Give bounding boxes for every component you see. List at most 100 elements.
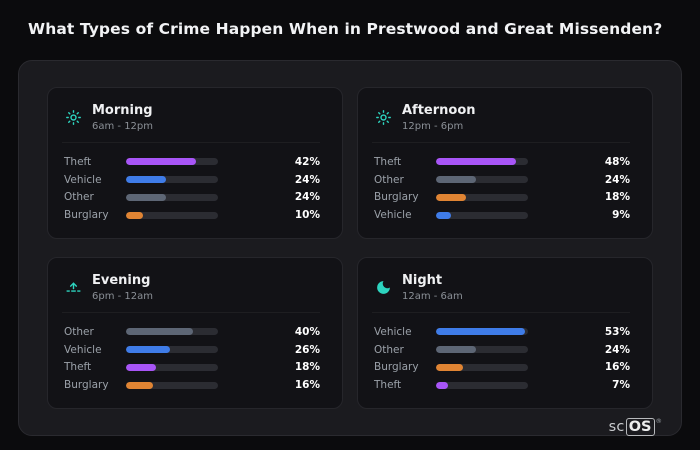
bar-fill [126, 363, 157, 371]
crime-stat-row: Theft 42% [64, 156, 320, 168]
crime-stat-row: Burglary 10% [64, 209, 320, 221]
crime-label: Other [64, 191, 94, 204]
bar-rows: Vehicle 53% Other 24% Burglary 16% Theft 7% [372, 321, 630, 396]
card-subtitle: 12pm - 6pm [402, 120, 464, 132]
bar-track [126, 381, 218, 389]
bar-track [436, 346, 528, 354]
crime-label: Theft [374, 155, 402, 168]
crime-label: Vehicle [374, 325, 412, 338]
sun-icon [64, 109, 82, 127]
crime-percent: 24% [604, 343, 630, 356]
crime-stat-row: Other 40% [64, 326, 320, 338]
crime-stat-row: Other 24% [374, 344, 630, 356]
card-morning: Morning 6am - 12pm Theft 42% Vehicle 24% Oth… [47, 87, 343, 239]
bar-track [436, 328, 528, 336]
bar-fill [126, 211, 143, 219]
sunset-icon [64, 279, 82, 297]
crime-percent: 18% [604, 191, 630, 204]
bar-track [436, 363, 528, 371]
crime-stat-row: Burglary 16% [64, 379, 320, 391]
crime-percent: 24% [604, 173, 630, 186]
card-evening: Evening 6pm - 12am Other 40% Vehicle 26% The… [47, 257, 343, 409]
crime-stat-row: Theft 7% [374, 379, 630, 391]
crime-percent: 16% [294, 379, 320, 392]
logo-boxed-text: OS [625, 417, 655, 436]
card-afternoon: Afternoon 12pm - 6pm Theft 48% Other 24% Bur… [357, 87, 653, 239]
bar-track [126, 211, 218, 219]
card-title: Night [402, 273, 443, 288]
bar-rows: Theft 48% Other 24% Burglary 18% Vehicle 9% [372, 151, 630, 226]
bar-rows: Other 40% Vehicle 26% Theft 18% Burglary 16% [62, 321, 320, 396]
crime-percent: 40% [294, 325, 320, 338]
crime-stat-row: Vehicle 24% [64, 174, 320, 186]
logo-prefix: sc [608, 418, 625, 435]
moon-icon [374, 279, 392, 297]
crime-percent: 18% [294, 361, 320, 374]
bar-track [436, 193, 528, 201]
crime-percent: 48% [604, 155, 630, 168]
bar-fill [126, 381, 153, 389]
bar-fill [126, 176, 167, 184]
bar-track [436, 158, 528, 166]
crime-stat-row: Other 24% [64, 191, 320, 203]
crime-label: Burglary [64, 379, 109, 392]
bar-track [126, 346, 218, 354]
bar-fill [436, 176, 477, 184]
bar-track [436, 381, 528, 389]
card-titles: Morning 6am - 12pm [92, 103, 154, 132]
bar-track [126, 158, 218, 166]
card-titles: Evening 6pm - 12am [92, 273, 154, 302]
bar-track [126, 176, 218, 184]
bar-fill [436, 158, 517, 166]
card-subtitle: 6pm - 12am [92, 290, 154, 302]
crime-percent: 53% [604, 325, 630, 338]
bar-fill [436, 363, 463, 371]
card-header: Morning 6am - 12pm [62, 100, 320, 143]
crime-label: Theft [64, 361, 92, 374]
crime-percent: 24% [294, 173, 320, 186]
card-header: Night 12am - 6am [372, 270, 630, 313]
crime-stat-row: Burglary 18% [374, 191, 630, 203]
crime-label: Theft [64, 155, 92, 168]
card-header: Afternoon 12pm - 6pm [372, 100, 630, 143]
bar-fill [436, 328, 525, 336]
crime-label: Burglary [374, 361, 419, 374]
crime-percent: 16% [604, 361, 630, 374]
card-titles: Afternoon 12pm - 6pm [402, 103, 476, 132]
crime-times-panel: Morning 6am - 12pm Theft 42% Vehicle 24% Oth… [18, 60, 682, 436]
registered-mark: ® [655, 416, 663, 425]
card-title: Evening [92, 273, 151, 288]
crime-label: Other [374, 173, 404, 186]
crime-stat-row: Theft 48% [374, 156, 630, 168]
bar-track [126, 193, 218, 201]
crime-stat-row: Burglary 16% [374, 361, 630, 373]
bar-track [126, 328, 218, 336]
bar-track [436, 176, 528, 184]
card-titles: Night 12am - 6am [402, 273, 463, 302]
bar-fill [436, 193, 467, 201]
crime-percent: 7% [612, 379, 630, 392]
sun-icon [374, 109, 392, 127]
card-title: Afternoon [402, 103, 476, 118]
crime-percent: 10% [294, 209, 320, 222]
card-title: Morning [92, 103, 153, 118]
crime-stat-row: Vehicle 53% [374, 326, 630, 338]
crime-label: Burglary [374, 191, 419, 204]
crime-label: Burglary [64, 209, 109, 222]
crime-percent: 26% [294, 343, 320, 356]
crime-label: Theft [374, 379, 402, 392]
bar-track [126, 363, 218, 371]
card-header: Evening 6pm - 12am [62, 270, 320, 313]
card-subtitle: 6am - 12pm [92, 120, 154, 132]
scos-logo: sc OS ® [608, 416, 663, 436]
crime-stat-row: Vehicle 26% [64, 344, 320, 356]
bar-rows: Theft 42% Vehicle 24% Other 24% Burglary 10% [62, 151, 320, 226]
bar-fill [436, 211, 452, 219]
crime-stat-row: Other 24% [374, 174, 630, 186]
page-title: What Types of Crime Happen When in Prest… [28, 20, 663, 38]
bar-track [436, 211, 528, 219]
bar-fill [126, 193, 167, 201]
crime-label: Vehicle [374, 209, 412, 222]
crime-label: Vehicle [64, 173, 102, 186]
crime-label: Vehicle [64, 343, 102, 356]
